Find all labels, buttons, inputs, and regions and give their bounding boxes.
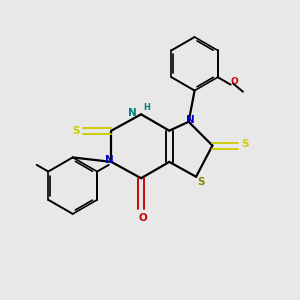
Text: S: S: [242, 139, 249, 149]
Text: O: O: [230, 77, 238, 86]
Text: S: S: [197, 177, 204, 187]
Text: O: O: [138, 213, 147, 223]
Text: H: H: [143, 103, 150, 112]
Text: N: N: [106, 155, 114, 165]
Text: N: N: [128, 108, 137, 118]
Text: N: N: [186, 115, 194, 125]
Text: S: S: [72, 126, 80, 136]
